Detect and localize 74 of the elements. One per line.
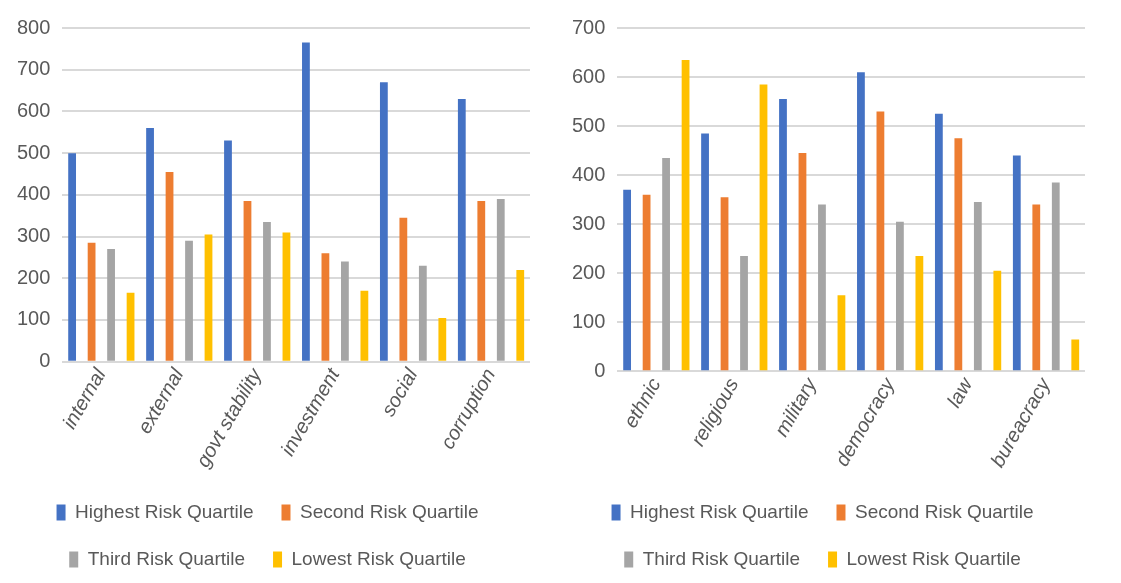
bar bbox=[165, 171, 174, 361]
bar bbox=[282, 232, 291, 361]
bar bbox=[759, 84, 768, 371]
bar bbox=[477, 201, 486, 361]
y-tick-label: 400 bbox=[571, 162, 606, 185]
bar bbox=[720, 197, 729, 371]
bar bbox=[818, 204, 826, 371]
legend-label: Lowest Risk Quartile bbox=[846, 547, 1021, 569]
legend-label: Highest Risk Quartile bbox=[630, 500, 809, 522]
y-tick-label: 0 bbox=[39, 349, 51, 372]
bar bbox=[360, 290, 369, 361]
bar bbox=[224, 140, 232, 361]
bar bbox=[837, 295, 846, 371]
bar bbox=[379, 82, 388, 361]
bar bbox=[954, 138, 963, 371]
bar bbox=[934, 113, 943, 371]
bar bbox=[341, 261, 349, 361]
bar bbox=[438, 317, 447, 361]
y-tick-label: 700 bbox=[571, 15, 606, 38]
y-tick-label: 700 bbox=[16, 57, 51, 80]
y-tick-label: 0 bbox=[594, 358, 606, 381]
y-tick-label: 800 bbox=[16, 15, 51, 38]
y-tick-label: 300 bbox=[16, 224, 51, 247]
bar bbox=[642, 194, 651, 371]
bar bbox=[496, 199, 505, 361]
legend-label: Third Risk Quartile bbox=[87, 547, 246, 569]
y-tick-label: 600 bbox=[571, 64, 606, 87]
bar bbox=[681, 59, 690, 371]
bar bbox=[68, 153, 77, 361]
legend-label: Highest Risk Quartile bbox=[75, 500, 254, 522]
bar bbox=[263, 221, 271, 361]
bar bbox=[973, 202, 982, 371]
y-tick-label: 600 bbox=[16, 98, 51, 121]
bar bbox=[1032, 204, 1041, 371]
bar bbox=[126, 292, 135, 361]
y-tick-label: 100 bbox=[16, 307, 51, 330]
bar bbox=[418, 265, 427, 361]
bar bbox=[516, 269, 525, 361]
bar bbox=[993, 270, 1002, 371]
y-tick-label: 300 bbox=[571, 211, 606, 234]
bar bbox=[701, 133, 709, 371]
x-tick-label: law bbox=[942, 372, 978, 412]
bar bbox=[87, 242, 96, 361]
bar bbox=[1051, 182, 1060, 371]
legend-label: Third Risk Quartile bbox=[642, 547, 801, 569]
bar bbox=[146, 128, 154, 361]
bar bbox=[662, 157, 670, 371]
bar bbox=[185, 240, 193, 361]
y-tick-label: 400 bbox=[16, 182, 51, 205]
bar bbox=[740, 256, 748, 371]
y-tick-label: 500 bbox=[16, 140, 51, 163]
bar bbox=[857, 72, 865, 371]
bar bbox=[1012, 155, 1021, 371]
legend-label: Lowest Risk Quartile bbox=[291, 547, 466, 569]
bar bbox=[798, 153, 807, 371]
bar bbox=[915, 256, 924, 371]
bar bbox=[896, 221, 904, 371]
legend-label: Second Risk Quartile bbox=[854, 500, 1034, 522]
bar bbox=[457, 98, 466, 361]
bar bbox=[243, 201, 252, 361]
bar bbox=[876, 111, 885, 371]
bar bbox=[399, 217, 408, 361]
y-tick-label: 200 bbox=[16, 265, 51, 288]
bar bbox=[107, 249, 115, 361]
bar bbox=[302, 42, 310, 361]
bar bbox=[623, 189, 632, 371]
y-tick-label: 200 bbox=[571, 260, 606, 283]
bar bbox=[779, 99, 787, 371]
y-tick-label: 500 bbox=[571, 113, 606, 136]
bar bbox=[321, 253, 330, 361]
legend-label: Second Risk Quartile bbox=[299, 500, 479, 522]
bar bbox=[204, 234, 213, 361]
y-tick-label: 100 bbox=[571, 309, 606, 332]
bar bbox=[1071, 339, 1080, 371]
